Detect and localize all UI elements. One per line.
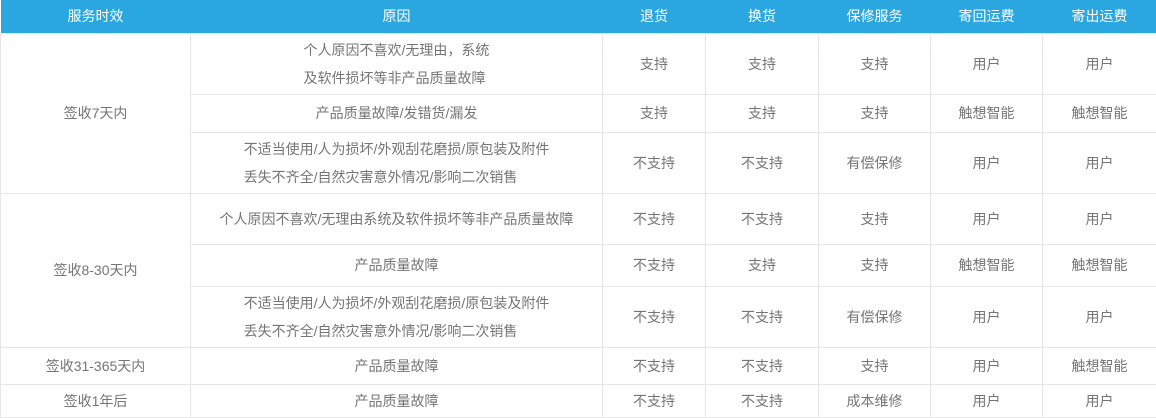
exchange-cell: 不支持 (706, 384, 819, 417)
service-time-cell: 签收7天内 (1, 33, 191, 193)
reason-line: 产品质量故障/发错货/漏发 (316, 99, 478, 127)
outbound-shipping-cell: 触想智能 (1043, 347, 1156, 384)
return-shipping-cell: 用户 (931, 33, 1043, 94)
table-row: 签收31-365天内 产品质量故障 不支持 不支持 支持 用户 触想智能 (1, 347, 1156, 384)
warranty-cell: 支持 (819, 94, 931, 132)
return-shipping-cell: 用户 (931, 193, 1043, 244)
return-cell: 不支持 (603, 244, 706, 286)
reason-line: 个人原因不喜欢/无理由，系统 (304, 36, 490, 64)
service-time-cell: 签收8-30天内 (1, 193, 191, 347)
table-row: 签收7天内 个人原因不喜欢/无理由，系统 及软件损坏等非产品质量故障 支持 支持… (1, 33, 1156, 94)
reason-cell: 产品质量故障 (191, 384, 603, 417)
reason-cell: 个人原因不喜欢/无理由系统及软件损坏等非产品质量故障 (191, 193, 603, 244)
reason-line: 及软件损坏等非产品质量故障 (304, 64, 490, 92)
return-shipping-cell: 触想智能 (931, 244, 1043, 286)
outbound-shipping-cell: 用户 (1043, 132, 1156, 193)
exchange-cell: 支持 (706, 244, 819, 286)
reason-cell: 产品质量故障 (191, 244, 603, 286)
return-cell: 不支持 (603, 384, 706, 417)
return-cell: 不支持 (603, 132, 706, 193)
reason-cell: 个人原因不喜欢/无理由，系统 及软件损坏等非产品质量故障 (191, 33, 603, 94)
exchange-cell: 支持 (706, 33, 819, 94)
warranty-cell: 支持 (819, 347, 931, 384)
header-service-time: 服务时效 (1, 0, 191, 33)
warranty-cell: 有偿保修 (819, 132, 931, 193)
outbound-shipping-cell: 用户 (1043, 384, 1156, 417)
reason-line: 不适当使用/人为损坏/外观刮花磨损/原包装及附件 (244, 289, 550, 317)
reason-cell: 产品质量故障/发错货/漏发 (191, 94, 603, 132)
reason-line: 产品质量故障 (355, 251, 439, 279)
reason-line: 丢失不齐全/自然灾害意外情况/影响二次销售 (244, 163, 550, 191)
table-header-row: 服务时效 原因 退货 换货 保修服务 寄回运费 寄出运费 (1, 0, 1156, 33)
return-cell: 不支持 (603, 193, 706, 244)
warranty-cell: 成本维修 (819, 384, 931, 417)
exchange-cell: 不支持 (706, 347, 819, 384)
reason-line: 产品质量故障 (355, 387, 439, 415)
return-shipping-cell: 用户 (931, 132, 1043, 193)
return-cell: 不支持 (603, 286, 706, 347)
header-return-shipping: 寄回运费 (931, 0, 1043, 33)
warranty-cell: 支持 (819, 193, 931, 244)
header-reason: 原因 (191, 0, 603, 33)
warranty-cell: 支持 (819, 33, 931, 94)
reason-cell: 产品质量故障 (191, 347, 603, 384)
exchange-cell: 不支持 (706, 193, 819, 244)
return-shipping-cell: 用户 (931, 286, 1043, 347)
reason-line: 不适当使用/人为损坏/外观刮花磨损/原包装及附件 (244, 135, 550, 163)
warranty-cell: 支持 (819, 244, 931, 286)
outbound-shipping-cell: 用户 (1043, 33, 1156, 94)
warranty-cell: 有偿保修 (819, 286, 931, 347)
reason-line: 个人原因不喜欢/无理由系统及软件损坏等非产品质量故障 (220, 205, 574, 233)
return-cell: 支持 (603, 94, 706, 132)
after-sales-policy-page: 服务时效 原因 退货 换货 保修服务 寄回运费 寄出运费 签收7天内 个人原因不… (0, 0, 1156, 408)
table-row: 签收1年后 产品质量故障 不支持 不支持 成本维修 用户 用户 (1, 384, 1156, 417)
reason-line: 产品质量故障 (355, 352, 439, 380)
return-cell: 不支持 (603, 347, 706, 384)
return-shipping-cell: 用户 (931, 384, 1043, 417)
outbound-shipping-cell: 触想智能 (1043, 244, 1156, 286)
reason-cell: 不适当使用/人为损坏/外观刮花磨损/原包装及附件 丢失不齐全/自然灾害意外情况/… (191, 286, 603, 347)
table-row: 签收8-30天内 个人原因不喜欢/无理由系统及软件损坏等非产品质量故障 不支持 … (1, 193, 1156, 244)
exchange-cell: 不支持 (706, 286, 819, 347)
outbound-shipping-cell: 触想智能 (1043, 94, 1156, 132)
return-cell: 支持 (603, 33, 706, 94)
outbound-shipping-cell: 用户 (1043, 193, 1156, 244)
exchange-cell: 不支持 (706, 132, 819, 193)
service-time-cell: 签收1年后 (1, 384, 191, 417)
reason-cell: 不适当使用/人为损坏/外观刮花磨损/原包装及附件 丢失不齐全/自然灾害意外情况/… (191, 132, 603, 193)
header-return: 退货 (603, 0, 706, 33)
reason-line: 丢失不齐全/自然灾害意外情况/影响二次销售 (244, 317, 550, 345)
exchange-cell: 支持 (706, 94, 819, 132)
header-exchange: 换货 (706, 0, 819, 33)
header-outbound-shipping: 寄出运费 (1043, 0, 1156, 33)
return-shipping-cell: 用户 (931, 347, 1043, 384)
header-warranty-service: 保修服务 (819, 0, 931, 33)
service-time-cell: 签收31-365天内 (1, 347, 191, 384)
outbound-shipping-cell: 用户 (1043, 286, 1156, 347)
return-shipping-cell: 触想智能 (931, 94, 1043, 132)
